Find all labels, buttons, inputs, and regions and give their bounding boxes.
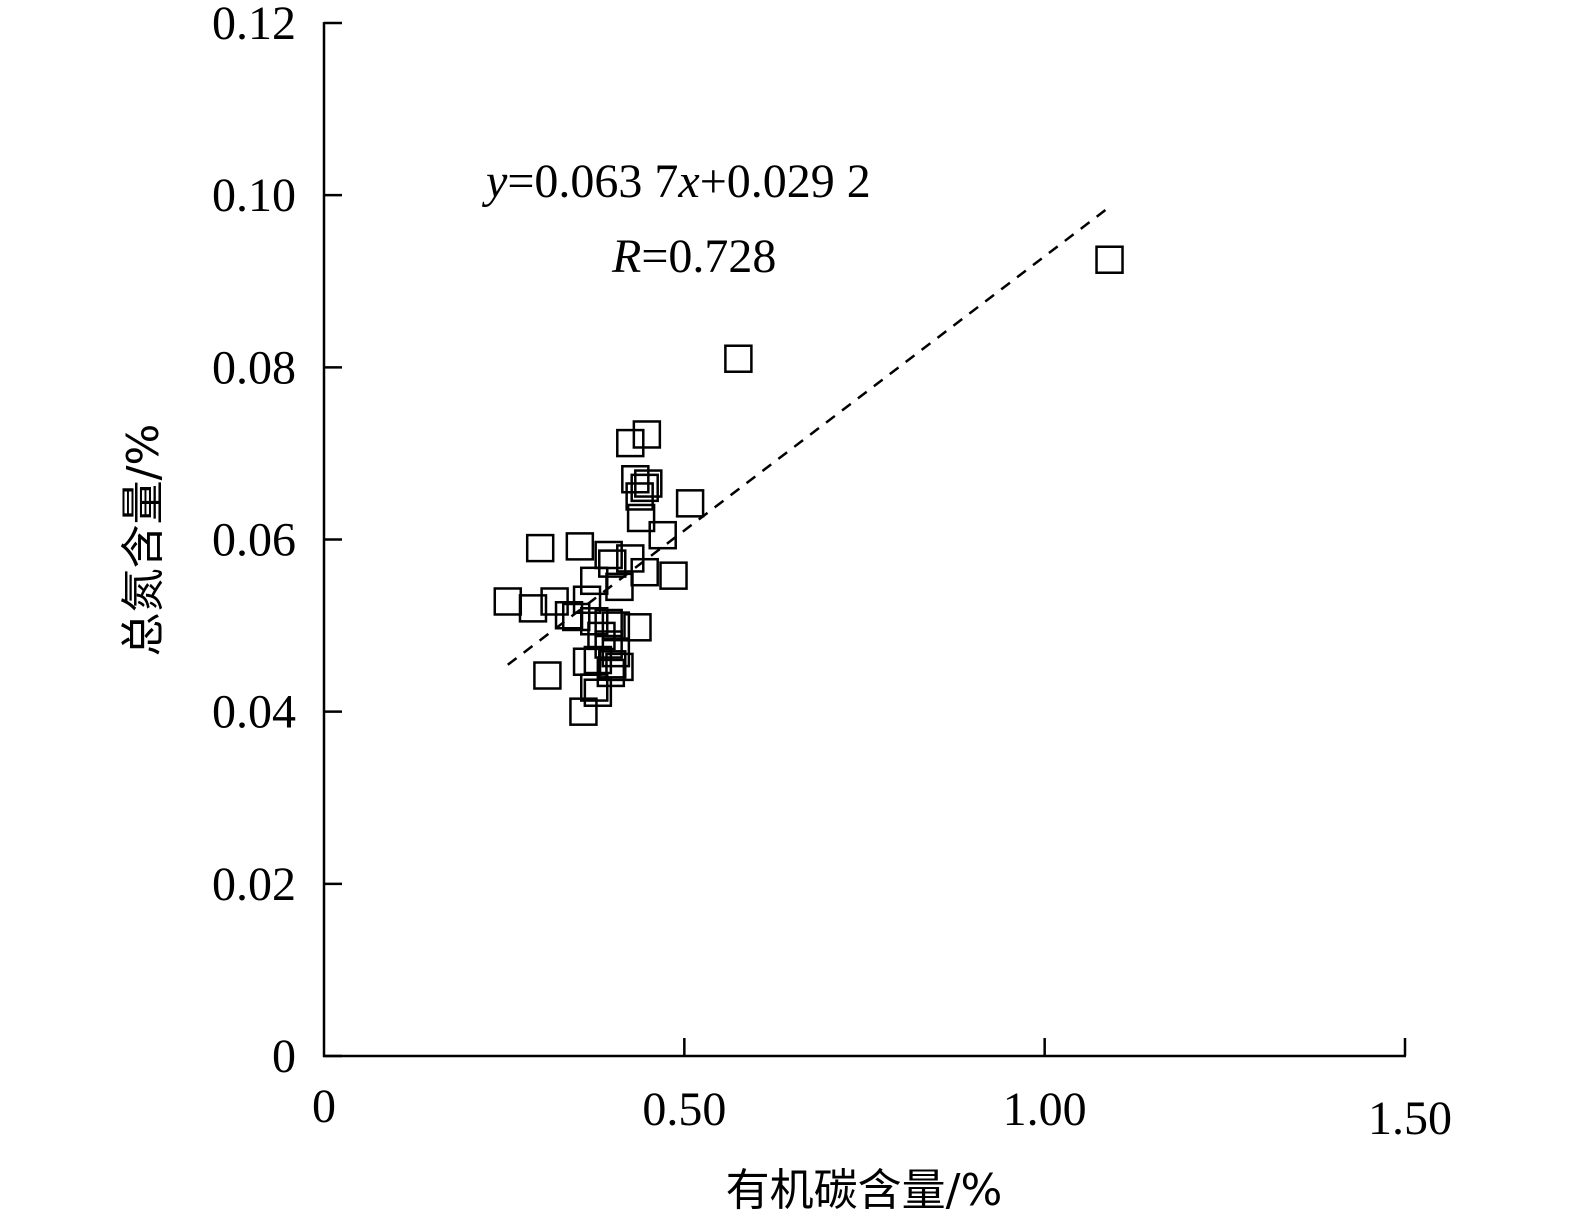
data-point — [518, 594, 548, 623]
equation-x-symbol: x — [677, 155, 699, 208]
correlation-coefficient: R=0.728 — [611, 230, 776, 283]
y-tick-label: 0.02 — [212, 858, 296, 911]
data-point — [724, 344, 753, 373]
data-point — [630, 473, 659, 503]
data-point — [1095, 245, 1124, 274]
data-point — [625, 482, 654, 511]
data-point — [601, 611, 631, 640]
x-tick-label: 1.50 — [1368, 1092, 1452, 1145]
y-tick-label: 0.06 — [212, 514, 296, 567]
data-point — [572, 585, 602, 615]
x-tick-label: 0 — [312, 1080, 336, 1133]
data-point — [605, 572, 634, 602]
data-point — [675, 489, 705, 518]
y-axis-ticks: 0 0.02 0.04 0.06 0.08 0.10 0.12 — [212, 0, 342, 1083]
y-tick-label: 0.04 — [212, 686, 296, 739]
data-point — [594, 540, 623, 570]
r-symbol: R — [611, 230, 641, 283]
equation-y-symbol: y — [481, 155, 508, 208]
r-value: =0.728 — [641, 230, 776, 283]
data-point — [659, 561, 688, 590]
data-point — [626, 503, 656, 533]
data-point — [648, 520, 677, 550]
data-point — [598, 650, 627, 679]
data-point — [598, 549, 627, 578]
y-tick-label: 0 — [272, 1030, 296, 1083]
regression-equation: y=0.063 7x+0.029 2 — [481, 155, 871, 208]
data-point — [561, 602, 591, 632]
trendline — [507, 205, 1111, 666]
data-point — [587, 621, 616, 651]
x-tick-label: 0.50 — [642, 1083, 726, 1136]
data-point — [580, 673, 609, 702]
x-axis-title: 有机碳含量/% — [726, 1165, 1003, 1216]
y-tick-label: 0.08 — [212, 341, 296, 394]
data-point — [632, 420, 662, 449]
data-point — [533, 661, 562, 690]
y-axis-title: 总氮含量/% — [118, 424, 169, 657]
y-tick-label: 0.10 — [212, 169, 296, 222]
data-point — [605, 652, 634, 682]
data-point — [565, 532, 595, 561]
data-point — [623, 613, 652, 642]
data-point — [630, 557, 659, 587]
x-axis-ticks: 0 0.50 1.00 1.50 — [312, 1038, 1452, 1145]
equation-slope: =0.063 7 — [507, 155, 678, 208]
data-point — [569, 697, 598, 726]
data-point — [493, 587, 523, 616]
data-point — [525, 533, 555, 563]
data-point — [616, 428, 645, 458]
data-points — [493, 245, 1124, 726]
data-point — [594, 630, 623, 659]
data-point — [580, 607, 609, 636]
data-point — [583, 678, 613, 707]
equation-intercept: +0.029 2 — [700, 155, 871, 208]
y-tick-label: 0.12 — [212, 0, 296, 50]
x-tick-label: 1.00 — [1003, 1083, 1087, 1136]
data-point — [580, 566, 609, 596]
